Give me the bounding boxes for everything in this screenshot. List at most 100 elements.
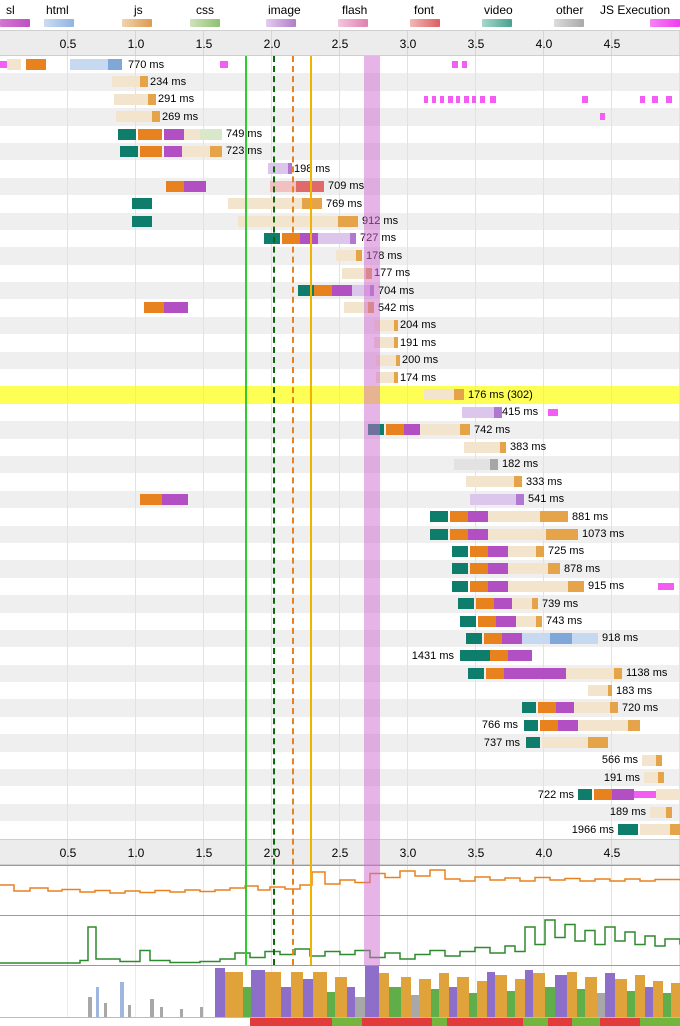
request-row[interactable]: 1073 ms: [0, 525, 680, 543]
main-thread-slice: [487, 971, 495, 1017]
segment-js_l: [640, 824, 670, 836]
request-row[interactable]: 191 ms: [0, 334, 680, 352]
request-row[interactable]: 766 ms: [0, 716, 680, 735]
segment-exec: [490, 95, 496, 103]
request-row[interactable]: 770 ms: [0, 56, 680, 74]
time-tick: 1.5: [195, 845, 213, 860]
request-row[interactable]: 182 ms: [0, 455, 680, 474]
request-row[interactable]: 189 ms: [0, 803, 680, 822]
segment-other_d: [490, 458, 498, 470]
request-row[interactable]: 204 ms: [0, 316, 680, 335]
segment-js_d: [666, 806, 672, 818]
segment-connect: [450, 528, 468, 540]
segment-js_l: [7, 59, 21, 70]
segment-css_l: [200, 128, 222, 140]
segment-js_l: [650, 806, 666, 818]
segment-ssl: [508, 650, 532, 662]
request-row[interactable]: 198 ms: [0, 160, 680, 178]
request-row[interactable]: 769 ms: [0, 195, 680, 213]
bandwidth-svg: [0, 918, 680, 964]
segment-img_d: [370, 285, 374, 297]
segment-ssl: [558, 719, 578, 731]
request-row[interactable]: 725 ms: [0, 542, 680, 561]
request-timing-label: 725 ms: [548, 545, 585, 558]
request-row[interactable]: 174 ms: [0, 369, 680, 387]
segment-js_d: [614, 667, 622, 679]
segment-js_d: [394, 337, 398, 349]
request-row[interactable]: 183 ms: [0, 682, 680, 700]
segment-js_l: [488, 511, 540, 523]
request-row[interactable]: 333 ms: [0, 473, 680, 491]
request-row[interactable]: 541 ms: [0, 490, 680, 509]
main-thread-slice: [567, 971, 577, 1017]
request-row[interactable]: 177 ms: [0, 264, 680, 283]
request-timing-label: 739 ms: [542, 597, 579, 610]
segment-js_l: [642, 754, 656, 766]
segment-ssl: [488, 580, 508, 592]
request-row[interactable]: 878 ms: [0, 560, 680, 578]
segment-js_l: [588, 685, 608, 697]
segment-js_d: [140, 76, 148, 88]
segment-dns: [526, 737, 540, 749]
segment-js_d: [454, 389, 464, 401]
segment-exec: [440, 95, 444, 103]
legend-swatch: [554, 19, 584, 27]
request-row[interactable]: 178 ms: [0, 247, 680, 265]
request-row[interactable]: 723 ms: [0, 142, 680, 161]
segment-js_l: [656, 789, 680, 801]
request-row[interactable]: 200 ms: [0, 351, 680, 370]
segment-js_l: [376, 372, 394, 384]
request-row[interactable]: 383 ms: [0, 438, 680, 456]
segment-ssl: [496, 615, 516, 627]
request-timing-label: 234 ms: [150, 75, 187, 88]
request-row[interactable]: 1138 ms: [0, 664, 680, 683]
request-row[interactable]: 566 ms: [0, 751, 680, 770]
legend-label: flash: [342, 3, 368, 17]
request-row[interactable]: 912 ms: [0, 212, 680, 230]
segment-connect: [282, 232, 300, 244]
request-row[interactable]: 720 ms: [0, 699, 680, 717]
request-row[interactable]: 291 ms: [0, 90, 680, 109]
request-row[interactable]: 918 ms: [0, 629, 680, 648]
main-thread-slice: [379, 973, 389, 1017]
request-timing-label: 177 ms: [374, 267, 411, 280]
segment-dns: [452, 580, 468, 592]
request-row[interactable]: 737 ms: [0, 734, 680, 752]
segment-js_l: [508, 580, 568, 592]
request-row[interactable]: 727 ms: [0, 229, 680, 248]
legend: sl html js css image flash font video other JS Ex…: [0, 0, 680, 30]
request-row[interactable]: 915 ms: [0, 577, 680, 596]
request-row[interactable]: 269 ms: [0, 108, 680, 126]
main-thread-slice: [477, 981, 487, 1017]
segment-js_d: [396, 354, 400, 366]
request-row[interactable]: 743 ms: [0, 612, 680, 630]
request-row[interactable]: 1431 ms: [0, 647, 680, 665]
request-row[interactable]: 722 ms: [0, 786, 680, 804]
request-row[interactable]: 234 ms: [0, 73, 680, 91]
request-row[interactable]: 881 ms: [0, 508, 680, 526]
request-timing-label: 176 ms (302): [468, 388, 533, 401]
request-row[interactable]: 704 ms: [0, 282, 680, 300]
request-row[interactable]: 415 ms: [0, 403, 680, 422]
segment-js_d: [152, 111, 160, 123]
request-row[interactable]: 739 ms: [0, 595, 680, 613]
request-timing-label: 189 ms: [609, 806, 646, 819]
request-row[interactable]: 1966 ms: [0, 821, 680, 839]
request-timing-label: 723 ms: [226, 145, 263, 158]
request-row[interactable]: 742 ms: [0, 421, 680, 439]
request-timing-label: 749 ms: [226, 128, 263, 141]
request-row[interactable]: 542 ms: [0, 299, 680, 317]
request-timing-label: 1966 ms: [571, 823, 614, 836]
request-timing-label: 766 ms: [481, 719, 518, 732]
segment-js_l: [574, 702, 610, 714]
request-row[interactable]: 709 ms: [0, 177, 680, 196]
main-thread-slice: [365, 965, 379, 1017]
segment-ssl: [164, 128, 184, 140]
request-row[interactable]: 749 ms: [0, 125, 680, 143]
request-row[interactable]: 191 ms: [0, 769, 680, 787]
request-timing-label: 704 ms: [378, 284, 415, 297]
legend-swatch: [410, 19, 440, 27]
request-row[interactable]: 176 ms (302): [0, 386, 680, 404]
request-timing-label: 200 ms: [402, 354, 439, 367]
